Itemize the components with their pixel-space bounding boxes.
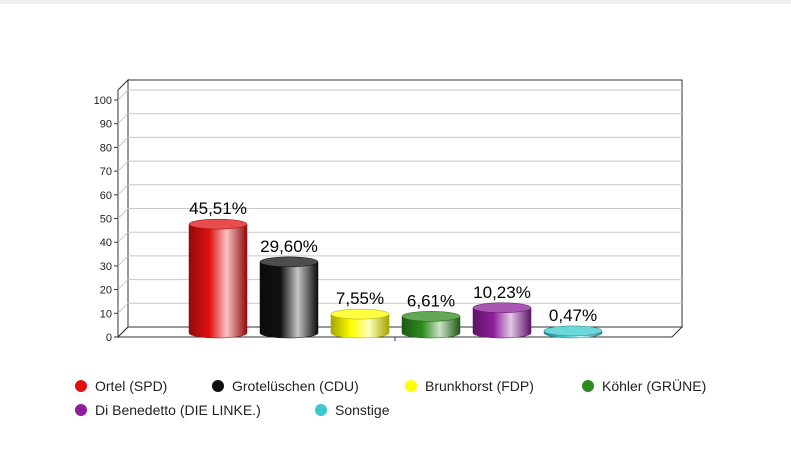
y-tick-label: 60 <box>100 190 112 202</box>
legend-label: Sonstige <box>335 402 390 418</box>
gridline-side <box>117 160 129 172</box>
gridline-side <box>117 279 129 290</box>
legend-label: Di Benedetto (DIE LINKE.) <box>95 402 261 418</box>
bar-4 <box>401 311 461 339</box>
bar-top <box>401 311 461 322</box>
y-tick-label: 80 <box>100 142 112 154</box>
legend-swatch <box>75 380 87 392</box>
gridline-side <box>117 137 129 148</box>
legend-label: Ortel (SPD) <box>95 378 168 394</box>
y-tick-label: 100 <box>94 95 112 107</box>
gridline-side <box>117 89 129 101</box>
bar-body <box>188 223 248 339</box>
legend-item: Köhler (GRÜNE) <box>582 378 706 394</box>
gridline-side <box>117 255 129 267</box>
bar-chart: 0 10 20 30 40 50 60 70 80 90 100 45,51% 29,60% 7,55%… <box>94 78 684 344</box>
legend-item: Sonstige <box>315 402 389 418</box>
top-border <box>0 0 791 4</box>
legend-swatch <box>405 380 417 392</box>
bar-top <box>472 302 532 314</box>
gridline-side <box>117 113 129 125</box>
value-label: 29,60% <box>260 237 318 256</box>
legend-item: Grotelüschen (CDU) <box>212 378 359 394</box>
bar-2 <box>259 256 319 339</box>
bar-body <box>330 313 390 339</box>
bar-top <box>330 308 390 320</box>
y-axis-ticks: 0 10 20 30 40 50 60 70 80 90 100 <box>94 95 118 344</box>
legend-swatch <box>75 404 87 416</box>
gridline-side <box>117 231 129 243</box>
gridline-side <box>117 302 129 314</box>
bar-top <box>543 325 603 337</box>
legend-item: Brunkhorst (FDP) <box>405 378 534 394</box>
bar-top <box>188 218 248 230</box>
bar-5 <box>472 302 532 339</box>
gridline-side <box>117 184 129 196</box>
value-label: 6,61% <box>407 291 455 310</box>
bar-body <box>259 261 319 339</box>
y-tick-label: 40 <box>100 237 112 249</box>
y-tick-label: 10 <box>100 308 112 320</box>
legend-swatch <box>212 380 224 392</box>
bar-1 <box>188 218 248 339</box>
legend-item: Ortel (SPD) <box>75 378 167 394</box>
legend-item: Di Benedetto (DIE LINKE.) <box>75 402 261 418</box>
value-labels: 45,51% 29,60% 7,55% 6,61% 10,23% 0,47% <box>189 199 597 325</box>
value-label: 45,51% <box>189 199 247 218</box>
legend-label: Köhler (GRÜNE) <box>602 378 707 394</box>
value-label: 7,55% <box>336 289 384 308</box>
y-tick-label: 70 <box>100 166 112 178</box>
legend-swatch <box>582 380 594 392</box>
legend-label: Grotelüschen (CDU) <box>232 378 359 394</box>
value-label: 0,47% <box>549 306 597 325</box>
bar-body <box>401 316 461 339</box>
y-tick-label: 30 <box>100 261 112 273</box>
legend-label: Brunkhorst (FDP) <box>425 378 534 394</box>
y-tick-label: 0 <box>106 332 112 344</box>
bar-top <box>259 256 319 268</box>
bars <box>188 218 603 339</box>
y-tick-label: 50 <box>100 214 112 226</box>
bar-6 <box>543 325 603 339</box>
y-tick-label: 90 <box>100 119 112 131</box>
legend-swatch <box>315 404 327 416</box>
bar-3 <box>330 308 390 339</box>
bar-body <box>472 307 532 339</box>
y-tick-label: 20 <box>100 285 112 297</box>
value-label: 10,23% <box>473 283 531 302</box>
gridline-side <box>117 208 129 219</box>
